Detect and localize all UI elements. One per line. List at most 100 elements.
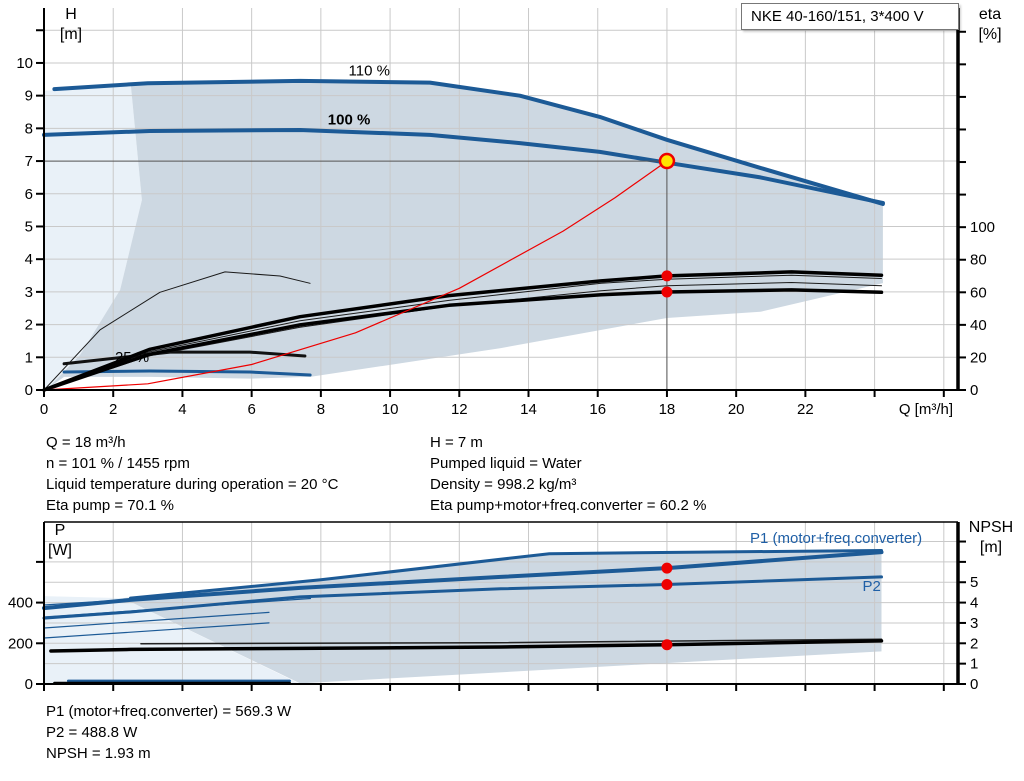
tick-label-x: 4 (178, 401, 186, 418)
tick-label-y1: 400 (8, 595, 33, 612)
pump-model-title: NKE 40-160/151, 3*400 V (741, 3, 959, 30)
tick-label-x: 6 (247, 401, 255, 418)
tick-label-y1: 3 (25, 284, 33, 301)
p1-max-envelope-curve (129, 549, 883, 600)
curve-label: 100 % (328, 111, 371, 128)
tick-label-x: 14 (520, 401, 537, 418)
power-axis-symbol: P (54, 522, 66, 539)
tick-label-y2: 80 (970, 252, 987, 269)
speed-100pct-curve (42, 128, 885, 205)
x-axis-label: Q [m³/h] (899, 401, 953, 418)
info-eta-pump: Eta pump = 70.1 % (46, 497, 174, 514)
tick-label-y2: 0 (970, 676, 978, 693)
tick-label-y2: 5 (970, 574, 978, 591)
eta-pump-curve (42, 270, 884, 392)
duty-info-left: Q = 18 m³/h n = 101 % / 1455 rpm Liquid … (46, 432, 338, 516)
info-speed: n = 101 % / 1455 rpm (46, 455, 190, 472)
speed-25pct-curve (62, 369, 312, 377)
tick-label-y2: 1 (970, 656, 978, 673)
tick-label-y2: 20 (970, 349, 987, 366)
eta-axis-unit: [%] (978, 26, 1002, 43)
head-axis-symbol: H (65, 6, 77, 23)
tick-label-y1: 7 (25, 153, 33, 170)
p-thin-3 (43, 611, 270, 629)
info-eta-total: Eta pump+motor+freq.converter = 60.2 % (430, 497, 707, 514)
eta-total-point (661, 286, 673, 298)
info-p2: P2 = 488.8 W (46, 724, 138, 741)
npsh-curve (49, 639, 884, 653)
tick-label-y2: 40 (970, 317, 987, 334)
tick-label-y1: 0 (25, 676, 33, 693)
operating-range-pale (44, 85, 142, 391)
npsh-upper-thin (140, 638, 883, 645)
info-density: Density = 998.2 kg/m³ (430, 476, 577, 493)
curve-label: 25 % (115, 349, 149, 366)
npsh-point (661, 639, 673, 651)
power-info: P1 (motor+freq.converter) = 569.3 W P2 =… (46, 701, 291, 764)
tick-label-x: 18 (659, 401, 676, 418)
tick-label-y1: 0 (25, 382, 33, 399)
info-flow: Q = 18 m³/h (46, 434, 126, 451)
speed-110pct-curve (52, 78, 885, 206)
tick-label-x: 20 (728, 401, 745, 418)
info-head: H = 7 m (430, 434, 483, 451)
curve-label: P1 (motor+freq.converter) (750, 530, 922, 547)
info-npsh: NPSH = 1.93 m (46, 745, 151, 762)
tick-label-y2: 100 (970, 219, 995, 236)
p2-point (661, 579, 673, 591)
head-axis-unit: [m] (59, 26, 83, 43)
head-axis-title: H [m] (48, 5, 94, 45)
info-pumped-liquid: Pumped liquid = Water (430, 455, 582, 472)
tick-label-y1: 200 (8, 635, 33, 652)
power-axis-title: P [W] (37, 521, 83, 561)
tick-label-x: 8 (317, 401, 325, 418)
tick-label-y1: 10 (16, 55, 33, 72)
eta-reduced-speed-arc (43, 271, 311, 391)
tick-label-y1: 2 (25, 317, 33, 334)
tick-label-y2: 0 (970, 382, 978, 399)
p1-curve (42, 550, 884, 611)
tick-label-y1: 1 (25, 349, 33, 366)
tick-label-x: 12 (451, 401, 468, 418)
tick-label-y2: 4 (970, 595, 978, 612)
tick-label-y1: 4 (25, 251, 33, 268)
npsh-axis-title: NPSH [m] (960, 518, 1022, 558)
tick-label-y2: 3 (970, 615, 978, 632)
p2-curve (42, 575, 883, 620)
tick-label-y1: 5 (25, 218, 33, 235)
tick-label-x: 22 (797, 401, 814, 418)
tick-label-x: 0 (40, 401, 48, 418)
tick-label-x: 2 (109, 401, 117, 418)
power-range-pale (44, 596, 301, 684)
tick-label-x: 16 (589, 401, 606, 418)
duty-info-right: H = 7 m Pumped liquid = Water Density = … (430, 432, 706, 516)
npsh-axis-unit: [m] (979, 539, 1003, 556)
tick-label-x: 10 (382, 401, 399, 418)
tick-label-y2: 2 (970, 635, 978, 652)
power-npsh-chart: 0 200 400 0 1 2 3 4 5 P1 (motor+freq.converter) P2 (8, 521, 978, 693)
info-p1: P1 (motor+freq.converter) = 569.3 W (46, 703, 292, 720)
eta-axis-symbol: eta (978, 6, 1002, 23)
affinity-curve (43, 160, 668, 391)
info-liquid-temperature: Liquid temperature during operation = 20… (46, 476, 339, 493)
eta-total-curve (42, 288, 884, 392)
speed-25pct-power-head-curve (62, 350, 307, 366)
p-thin-4 (43, 622, 270, 639)
tick-label-y1: 8 (25, 120, 33, 137)
operating-range-dark (48, 80, 883, 389)
eta-thin-1 (43, 274, 882, 391)
power-axis-unit: [W] (48, 542, 72, 559)
curve-label: P2 (862, 578, 880, 595)
tick-label-y1: 6 (25, 186, 33, 203)
head-capacity-chart: 0 2 4 6 8 10 12 14 16 18 20 22012345678910020406080… (16, 8, 995, 418)
curve-label: 110 % (349, 62, 390, 79)
tick-label-y2: 60 (970, 284, 987, 301)
tick-label-y1: 9 (25, 88, 33, 105)
p1-point (661, 562, 673, 574)
eta-pump-point (661, 270, 673, 282)
npsh-axis-symbol: NPSH (968, 519, 1014, 536)
duty-point[interactable] (658, 152, 676, 170)
eta-axis-title: eta [%] (964, 5, 1016, 45)
